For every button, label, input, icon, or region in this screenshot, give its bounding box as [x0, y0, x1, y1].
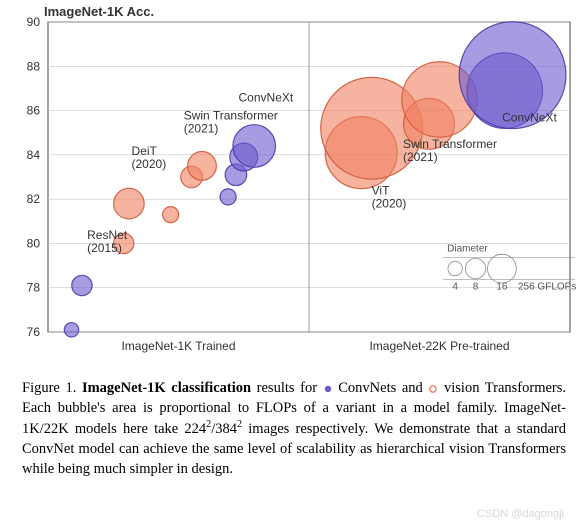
- svg-text:(2020): (2020): [132, 157, 167, 171]
- svg-text:8: 8: [473, 282, 479, 293]
- svg-text:82: 82: [27, 192, 41, 206]
- svg-text:78: 78: [27, 281, 41, 295]
- caption-after-bold: results for: [251, 380, 323, 396]
- svg-text:86: 86: [27, 104, 41, 118]
- svg-text:ViT: ViT: [372, 184, 390, 198]
- chart-svg: 7678808284868890ImageNet-1K Acc.ImageNet…: [0, 0, 588, 370]
- svg-text:ImageNet-1K Trained: ImageNet-1K Trained: [121, 339, 235, 353]
- svg-text:ImageNet-1K Acc.: ImageNet-1K Acc.: [44, 4, 154, 19]
- svg-text:Swin Transformer: Swin Transformer: [403, 137, 497, 151]
- caption-convnets: ConvNets: [338, 380, 396, 396]
- watermark-text: CSDN @dagongji: [477, 507, 564, 522]
- transformer-marker-icon: [428, 384, 438, 394]
- svg-text:ResNet: ResNet: [87, 228, 128, 242]
- svg-text:(2021): (2021): [403, 150, 438, 164]
- svg-text:80: 80: [27, 236, 41, 250]
- svg-text:ConvNeXt: ConvNeXt: [502, 111, 557, 125]
- svg-text:76: 76: [27, 325, 41, 339]
- caption-between: and: [396, 380, 428, 396]
- bubble-chart: 7678808284868890ImageNet-1K Acc.ImageNet…: [0, 0, 588, 370]
- svg-text:DeiT: DeiT: [132, 144, 158, 158]
- caption-lead: ImageNet-1K classification: [82, 380, 251, 396]
- svg-text:ConvNeXt: ConvNeXt: [239, 91, 294, 105]
- convnet-marker-icon: [323, 384, 333, 394]
- svg-text:ImageNet-22K Pre-trained: ImageNet-22K Pre-trained: [369, 339, 509, 353]
- caption-slash: /384: [211, 421, 237, 437]
- svg-text:88: 88: [27, 59, 41, 73]
- svg-text:84: 84: [27, 148, 41, 162]
- svg-text:(2021): (2021): [184, 121, 219, 135]
- svg-text:(2015): (2015): [87, 241, 122, 255]
- svg-text:16: 16: [496, 282, 508, 293]
- svg-text:Diameter: Diameter: [447, 244, 488, 255]
- figure-number: Figure 1.: [22, 380, 76, 396]
- svg-text:90: 90: [27, 15, 41, 29]
- svg-text:256 GFLOPs: 256 GFLOPs: [518, 282, 576, 293]
- figure-caption: Figure 1. ImageNet-1K classification res…: [0, 370, 588, 485]
- svg-text:4: 4: [452, 282, 458, 293]
- caption-transformers: vision Transformers: [444, 380, 562, 396]
- svg-text:Swin Transformer: Swin Transformer: [184, 108, 278, 122]
- svg-text:(2020): (2020): [372, 197, 407, 211]
